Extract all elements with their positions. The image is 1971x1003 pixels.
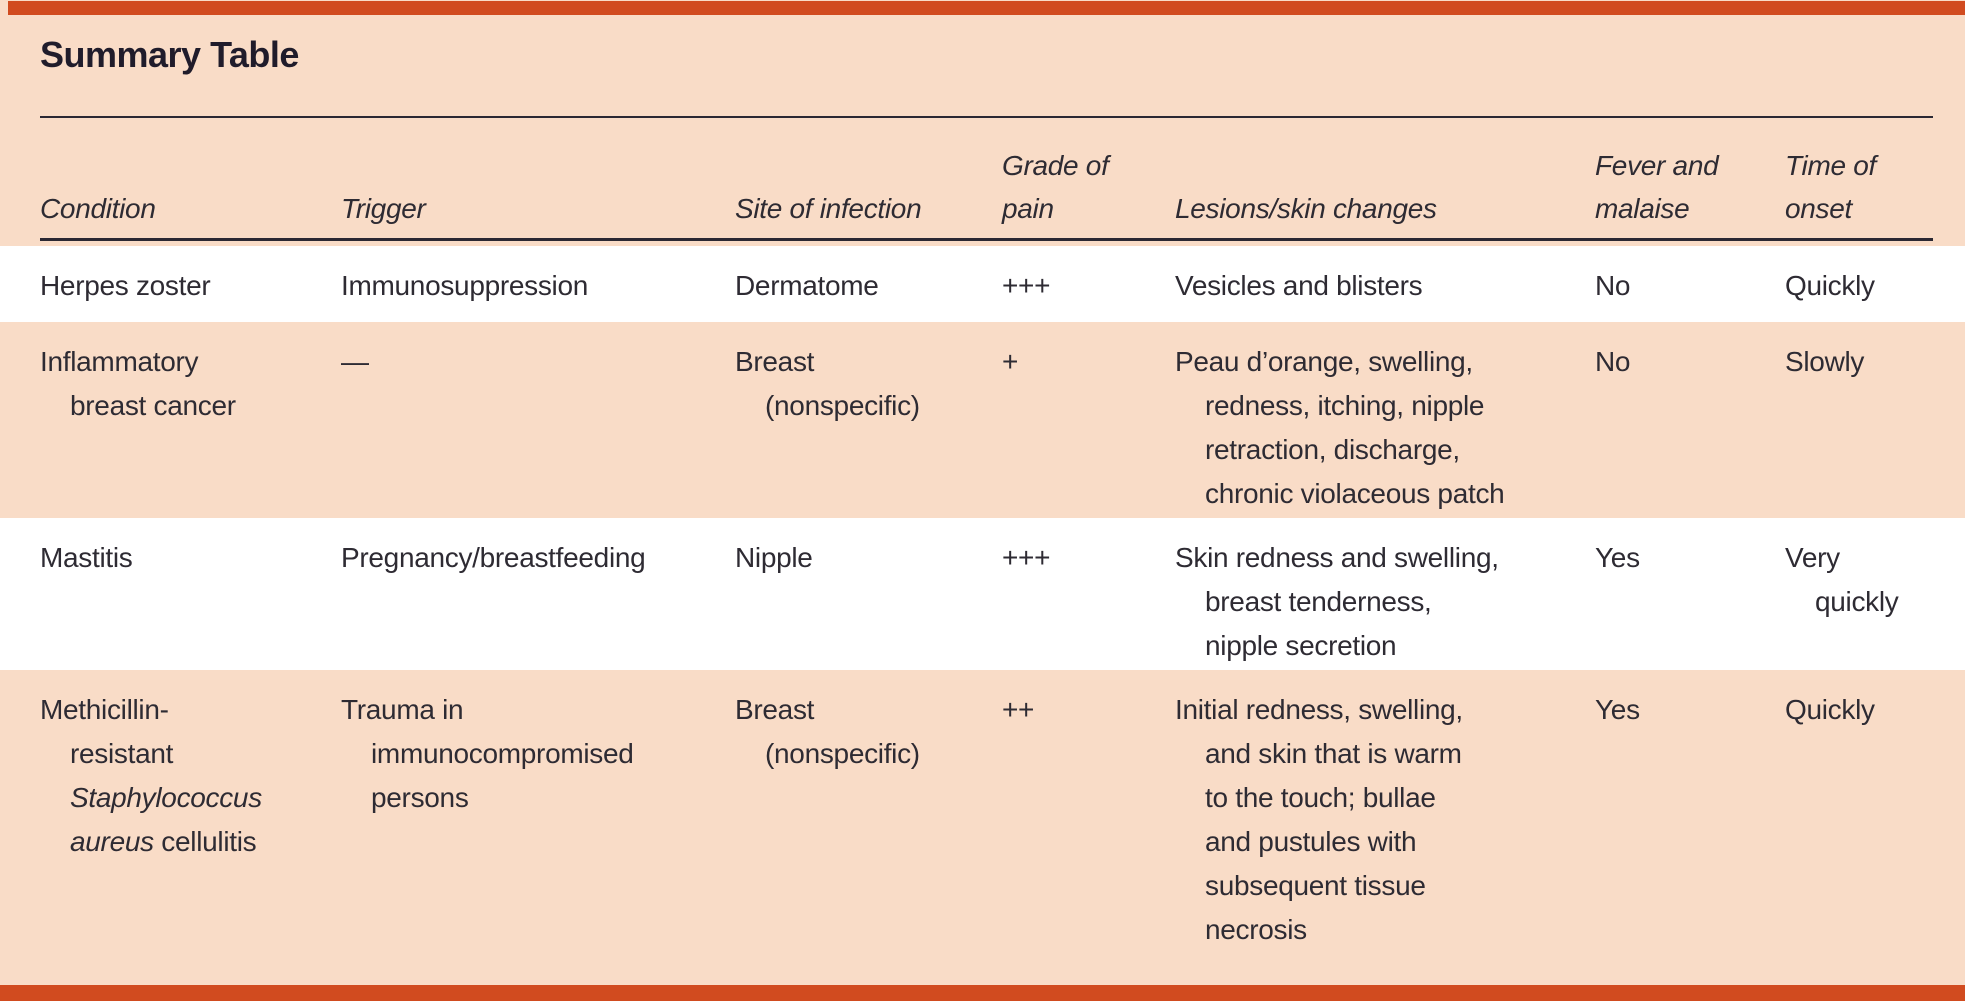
cell-site-of-infection: Dermatome [735, 270, 879, 301]
cell-trigger: Trauma in immunocompromised persons [341, 694, 634, 813]
column-header-trigger: Trigger [341, 193, 426, 224]
column-header-fever-and-malaise: Fever and malaise [1595, 150, 1719, 224]
header-rule [40, 238, 1933, 241]
cell-fever-and-malaise: Yes [1595, 694, 1640, 725]
top-accent-bar [8, 1, 1965, 15]
cell-fever-and-malaise: Yes [1595, 542, 1640, 573]
cell-grade-of-pain: +++ [1002, 542, 1051, 573]
column-header-condition: Condition [40, 193, 156, 224]
cell-time-of-onset: Very quickly [1785, 542, 1899, 617]
page-title: Summary Table [40, 34, 299, 75]
cell-time-of-onset: Quickly [1785, 270, 1875, 301]
cell-condition: Methicillin-resistant Staphylococcus aureu… [40, 694, 262, 857]
cell-time-of-onset: Slowly [1785, 346, 1865, 377]
cell-grade-of-pain: + [1002, 346, 1019, 377]
cell-lesions-skin-changes: Peau d’orange, swelling, redness, itching… [1175, 346, 1505, 509]
cell-site-of-infection: Nipple [735, 542, 813, 573]
table-row-mrsa-cellulitis: Methicillin-resistant Staphylococcus aureu… [0, 670, 1965, 985]
table-header-row: Condition Trigger Site of infection Grad… [0, 120, 1965, 232]
cell-time-of-onset: Quickly [1785, 694, 1875, 725]
bottom-accent-bar [0, 985, 1965, 1001]
cell-condition: Herpes zoster [40, 270, 211, 301]
cell-lesions-skin-changes: Initial redness, swelling, and skin that … [1175, 694, 1463, 945]
cell-fever-and-malaise: No [1595, 270, 1631, 301]
column-header-grade-of-pain: Grade of pain [1002, 150, 1109, 224]
cell-grade-of-pain: +++ [1002, 270, 1051, 301]
column-header-lesions-skin-changes: Lesions/skin changes [1175, 193, 1437, 224]
summary-table: Herpes zoster Immunosuppression Dermatom… [0, 246, 1965, 985]
table-row-mastitis: Mastitis Pregnancy/breastfeeding Nipple … [0, 518, 1965, 670]
title-rule [40, 116, 1933, 118]
cell-site-of-infection: Breast (nonspecific) [735, 694, 920, 769]
cell-condition: Inflammatory breast cancer [40, 346, 236, 421]
cell-fever-and-malaise: No [1595, 346, 1631, 377]
cell-trigger: — [341, 346, 369, 377]
cell-grade-of-pain: ++ [1002, 694, 1035, 725]
table-row-inflammatory-breast-cancer: Inflammatory breast cancer — Breast (nonsp… [0, 322, 1965, 518]
cell-trigger: Pregnancy/breastfeeding [341, 542, 646, 573]
column-header-site-of-infection: Site of infection [735, 193, 922, 224]
cell-site-of-infection: Breast (nonspecific) [735, 346, 920, 421]
cell-trigger: Immunosuppression [341, 270, 589, 301]
cell-condition: Mastitis [40, 542, 133, 573]
table-row-herpes-zoster: Herpes zoster Immunosuppression Dermatom… [0, 246, 1965, 322]
column-header-time-of-onset: Time of onset [1785, 150, 1877, 224]
cell-lesions-skin-changes: Skin redness and swelling, breast tendern… [1175, 542, 1499, 661]
cell-lesions-skin-changes: Vesicles and blisters [1175, 270, 1423, 301]
